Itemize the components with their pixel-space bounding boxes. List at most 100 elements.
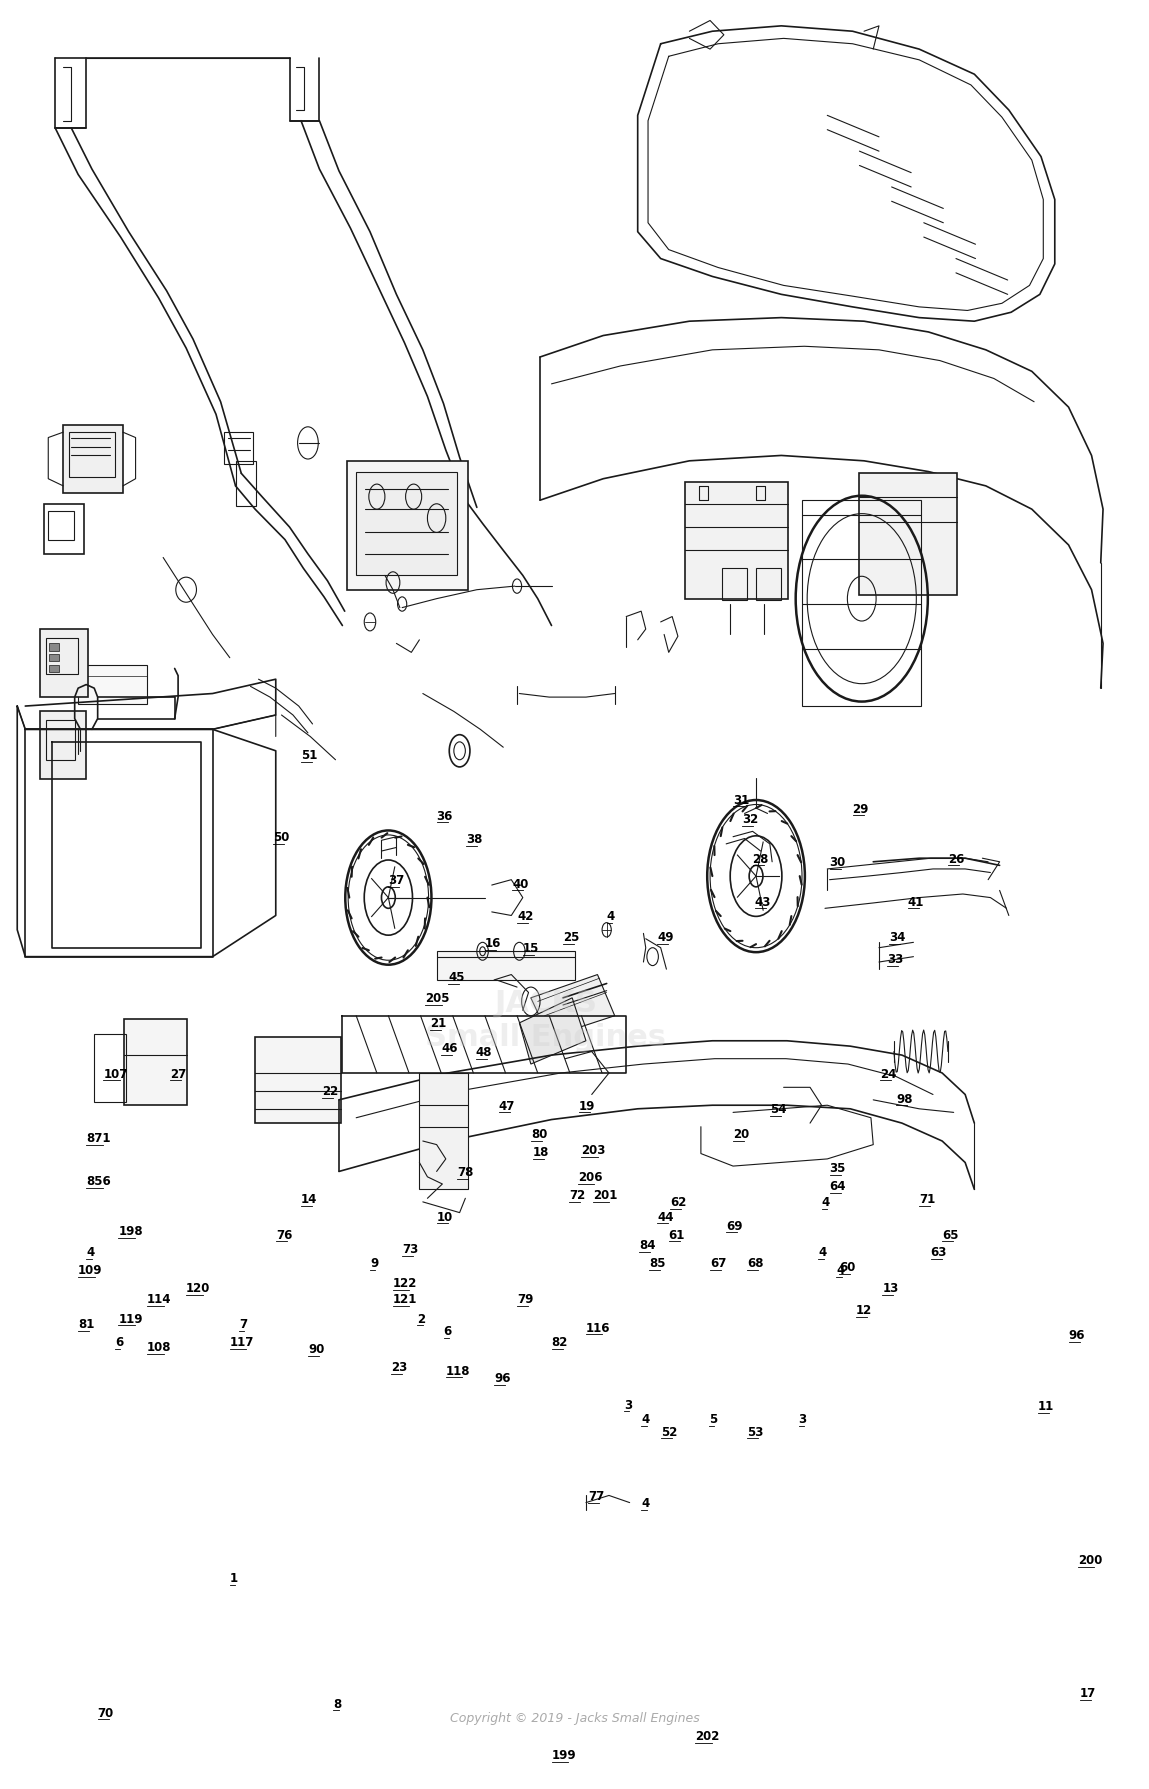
Text: 4: 4 <box>86 1245 94 1259</box>
Text: 3: 3 <box>799 1412 807 1426</box>
Text: 201: 201 <box>593 1188 617 1202</box>
Text: 22: 22 <box>322 1084 338 1098</box>
Text: 4: 4 <box>607 909 615 923</box>
Text: 69: 69 <box>726 1218 742 1233</box>
Text: 34: 34 <box>889 930 905 945</box>
Text: 49: 49 <box>657 930 673 945</box>
Text: 62: 62 <box>670 1195 686 1209</box>
Text: 198: 198 <box>118 1224 142 1238</box>
Text: 73: 73 <box>402 1242 418 1256</box>
Text: 51: 51 <box>301 748 317 762</box>
Text: 4: 4 <box>836 1263 845 1277</box>
Bar <box>49 666 59 673</box>
Bar <box>44 504 84 555</box>
Text: 13: 13 <box>882 1281 899 1295</box>
Text: 5: 5 <box>709 1412 717 1426</box>
Text: 45: 45 <box>448 970 464 984</box>
Text: 96: 96 <box>494 1370 510 1385</box>
Text: 4: 4 <box>818 1245 826 1259</box>
Text: 44: 44 <box>657 1209 673 1224</box>
Bar <box>94 1034 126 1102</box>
Text: 108: 108 <box>147 1340 171 1354</box>
Text: 23: 23 <box>391 1360 407 1374</box>
Text: 24: 24 <box>880 1066 896 1081</box>
Text: 30: 30 <box>830 855 846 869</box>
Text: 46: 46 <box>441 1041 457 1056</box>
Text: 82: 82 <box>552 1335 568 1349</box>
Text: 12: 12 <box>856 1302 872 1317</box>
Text: 15: 15 <box>523 941 539 955</box>
Text: 122: 122 <box>393 1276 417 1290</box>
Text: 118: 118 <box>446 1363 470 1378</box>
Text: 1: 1 <box>230 1571 238 1585</box>
Text: 43: 43 <box>755 894 771 909</box>
Text: 107: 107 <box>103 1066 128 1081</box>
Text: 116: 116 <box>586 1320 610 1335</box>
Text: 14: 14 <box>301 1191 317 1206</box>
Text: 6: 6 <box>444 1324 452 1338</box>
Text: 37: 37 <box>388 873 404 887</box>
Text: 65: 65 <box>942 1227 958 1242</box>
Text: 10: 10 <box>437 1209 453 1224</box>
Text: 7: 7 <box>239 1317 247 1331</box>
Text: 50: 50 <box>273 830 290 844</box>
Text: 60: 60 <box>839 1259 855 1274</box>
Text: 72: 72 <box>569 1188 585 1202</box>
Text: 67: 67 <box>710 1256 726 1270</box>
Text: 41: 41 <box>908 894 924 909</box>
Text: 205: 205 <box>425 991 449 1005</box>
Bar <box>46 721 75 760</box>
Text: 871: 871 <box>86 1131 110 1145</box>
Text: 85: 85 <box>649 1256 665 1270</box>
Bar <box>69 433 115 478</box>
Bar <box>236 462 256 506</box>
Text: 38: 38 <box>466 832 483 846</box>
Text: 120: 120 <box>186 1281 210 1295</box>
Polygon shape <box>531 975 615 1038</box>
Text: 77: 77 <box>588 1488 604 1503</box>
Text: 202: 202 <box>695 1728 719 1742</box>
Text: 96: 96 <box>1069 1327 1085 1342</box>
Text: 29: 29 <box>853 801 869 816</box>
Text: 81: 81 <box>78 1317 94 1331</box>
Text: 68: 68 <box>747 1256 763 1270</box>
Text: 19: 19 <box>579 1098 595 1113</box>
Text: 47: 47 <box>499 1098 515 1113</box>
Text: 90: 90 <box>308 1342 324 1356</box>
Text: 3: 3 <box>624 1397 632 1412</box>
Bar <box>347 462 468 590</box>
Text: 31: 31 <box>733 793 749 807</box>
Text: 18: 18 <box>533 1145 549 1159</box>
Bar <box>756 569 781 601</box>
Bar <box>685 483 788 599</box>
Bar <box>78 666 147 705</box>
Text: 17: 17 <box>1080 1685 1096 1700</box>
Text: 42: 42 <box>517 909 533 923</box>
Text: 203: 203 <box>581 1143 606 1157</box>
Text: 63: 63 <box>931 1245 947 1259</box>
Text: Copyright © 2019 - Jacks Small Engines: Copyright © 2019 - Jacks Small Engines <box>449 1710 700 1725</box>
Text: 52: 52 <box>661 1424 677 1438</box>
Text: 70: 70 <box>98 1705 114 1719</box>
Text: 8: 8 <box>333 1696 341 1710</box>
Text: 9: 9 <box>370 1256 378 1270</box>
Bar <box>124 1020 187 1106</box>
Text: 2: 2 <box>417 1311 425 1326</box>
Text: 199: 199 <box>552 1748 576 1762</box>
Text: 84: 84 <box>639 1238 655 1252</box>
Bar <box>63 426 123 494</box>
Text: 76: 76 <box>276 1227 292 1242</box>
Text: 4: 4 <box>641 1412 649 1426</box>
Text: 11: 11 <box>1038 1399 1054 1413</box>
Text: 4: 4 <box>641 1496 649 1510</box>
Text: 53: 53 <box>747 1424 763 1438</box>
Text: 4: 4 <box>822 1195 830 1209</box>
Text: 48: 48 <box>476 1045 492 1059</box>
Bar <box>419 1073 468 1190</box>
Bar <box>802 501 921 707</box>
Bar <box>356 472 457 576</box>
Bar <box>48 512 74 540</box>
Bar <box>49 644 59 651</box>
Text: 200: 200 <box>1078 1553 1102 1567</box>
Text: 80: 80 <box>531 1127 547 1141</box>
